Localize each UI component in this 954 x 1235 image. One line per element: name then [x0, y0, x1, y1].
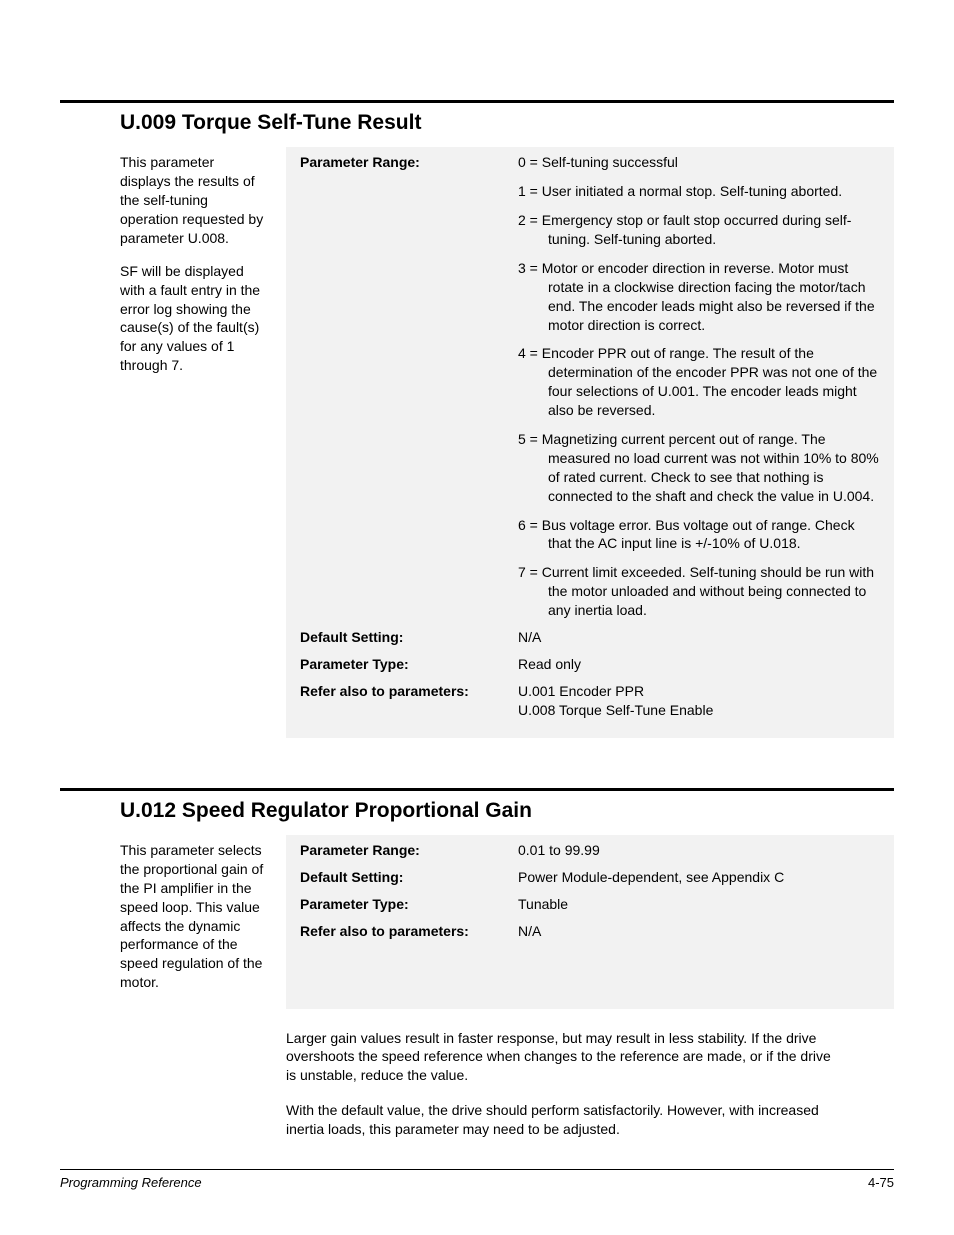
param-value: Read only	[518, 655, 880, 674]
range-item: 4 = Encoder PPR out of range. The result…	[518, 344, 880, 420]
range-item: 6 = Bus voltage error. Bus voltage out o…	[518, 516, 880, 554]
note-text: With the default value, the drive should…	[286, 1101, 834, 1139]
param-value: N/A	[518, 922, 880, 941]
param-label: Refer also to parameters:	[300, 922, 518, 941]
range-item: 5 = Magnetizing current percent out of r…	[518, 430, 880, 506]
param-value: N/A	[518, 628, 880, 647]
param-value: U.001 Encoder PPR U.008 Torque Self-Tune…	[518, 682, 880, 720]
param-value: Power Module-dependent, see Appendix C	[518, 868, 880, 887]
section2-notes: Larger gain values result in faster resp…	[286, 1029, 834, 1139]
param-value: 0 = Self-tuning successful 1 = User init…	[518, 153, 880, 620]
param-row-refer: Refer also to parameters: U.001 Encoder …	[300, 682, 880, 720]
section1-title: U.009 Torque Self-Tune Result	[120, 109, 894, 137]
footer-rule	[60, 1169, 894, 1170]
footer-right: 4-75	[868, 1174, 894, 1192]
section-rule	[60, 788, 894, 791]
section2-title: U.012 Speed Regulator Proportional Gain	[120, 797, 894, 825]
param-row-default: Default Setting: N/A	[300, 628, 880, 647]
param-row-default: Default Setting: Power Module-dependent,…	[300, 868, 880, 887]
param-label: Parameter Type:	[300, 895, 518, 914]
range-item: 3 = Motor or encoder direction in revers…	[518, 259, 880, 335]
param-label: Parameter Type:	[300, 655, 518, 674]
range-item: 1 = User initiated a normal stop. Self-t…	[518, 182, 880, 201]
range-item: 2 = Emergency stop or fault stop occurre…	[518, 211, 880, 249]
sidebar-text: This parameter displays the results of t…	[120, 153, 268, 247]
param-label: Default Setting:	[300, 628, 518, 647]
param-row-type: Parameter Type: Read only	[300, 655, 880, 674]
section1-param-box: Parameter Range: 0 = Self-tuning success…	[286, 147, 894, 737]
range-item: 7 = Current limit exceeded. Self-tuning …	[518, 563, 880, 620]
section2-param-box: Parameter Range: 0.01 to 99.99 Default S…	[286, 835, 894, 1009]
footer-left: Programming Reference	[60, 1174, 202, 1192]
param-value: Tunable	[518, 895, 880, 914]
param-row-range: Parameter Range: 0 = Self-tuning success…	[300, 153, 880, 620]
param-label: Parameter Range:	[300, 153, 518, 172]
section-rule	[60, 100, 894, 103]
sidebar-text: This parameter selects the proportional …	[120, 841, 268, 992]
refer-line: U.008 Torque Self-Tune Enable	[518, 701, 880, 720]
section2-sidebar: This parameter selects the proportional …	[120, 835, 268, 1006]
param-value: 0.01 to 99.99	[518, 841, 880, 860]
section1-sidebar: This parameter displays the results of t…	[120, 147, 268, 389]
param-row-range: Parameter Range: 0.01 to 99.99	[300, 841, 880, 860]
param-row-refer: Refer also to parameters: N/A	[300, 922, 880, 941]
param-row-type: Parameter Type: Tunable	[300, 895, 880, 914]
section2-body: This parameter selects the proportional …	[120, 835, 894, 1009]
refer-line: U.001 Encoder PPR	[518, 682, 880, 701]
note-text: Larger gain values result in faster resp…	[286, 1029, 834, 1086]
sidebar-text: SF will be displayed with a fault entry …	[120, 262, 268, 375]
param-label: Parameter Range:	[300, 841, 518, 860]
param-label: Default Setting:	[300, 868, 518, 887]
page-footer: Programming Reference 4-75	[60, 1174, 894, 1192]
section1-body: This parameter displays the results of t…	[120, 147, 894, 737]
param-label: Refer also to parameters:	[300, 682, 518, 701]
range-item: 0 = Self-tuning successful	[518, 153, 880, 172]
